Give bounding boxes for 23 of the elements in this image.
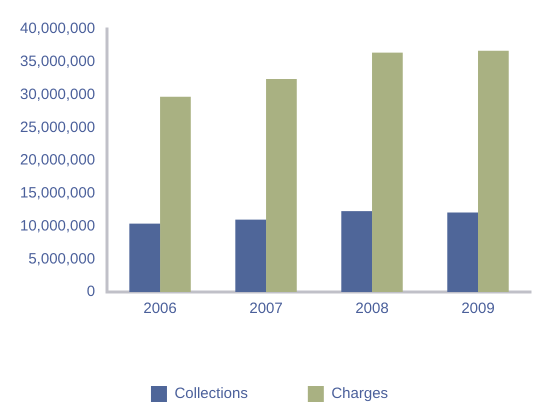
y-tick-label: 10,000,000: [20, 217, 96, 234]
bar: [372, 52, 403, 292]
bar: [447, 212, 478, 292]
x-tick-label: 2007: [249, 300, 283, 318]
x-tick-label: 2009: [461, 300, 495, 318]
y-tick-label: 20,000,000: [20, 152, 96, 169]
bar: [129, 224, 160, 292]
x-tick-label: 2006: [143, 300, 177, 318]
x-tick-label: 2008: [355, 300, 389, 318]
y-tick-label: 5,000,000: [28, 250, 96, 268]
bar: [235, 220, 266, 292]
y-tick-label: 35,000,000: [20, 53, 96, 70]
legend-label: Collections: [174, 385, 248, 402]
bar: [478, 50, 509, 292]
y-tick-label: 0: [86, 283, 96, 300]
bar: [266, 78, 297, 292]
y-tick-label: 25,000,000: [20, 118, 96, 136]
bar: [341, 211, 372, 292]
y-tick-label: 30,000,000: [20, 86, 96, 103]
legend-label: Charges: [331, 385, 388, 402]
bar: [160, 96, 191, 292]
y-tick-label: 40,000,000: [20, 20, 96, 38]
y-tick-label: 15,000,000: [20, 184, 96, 202]
